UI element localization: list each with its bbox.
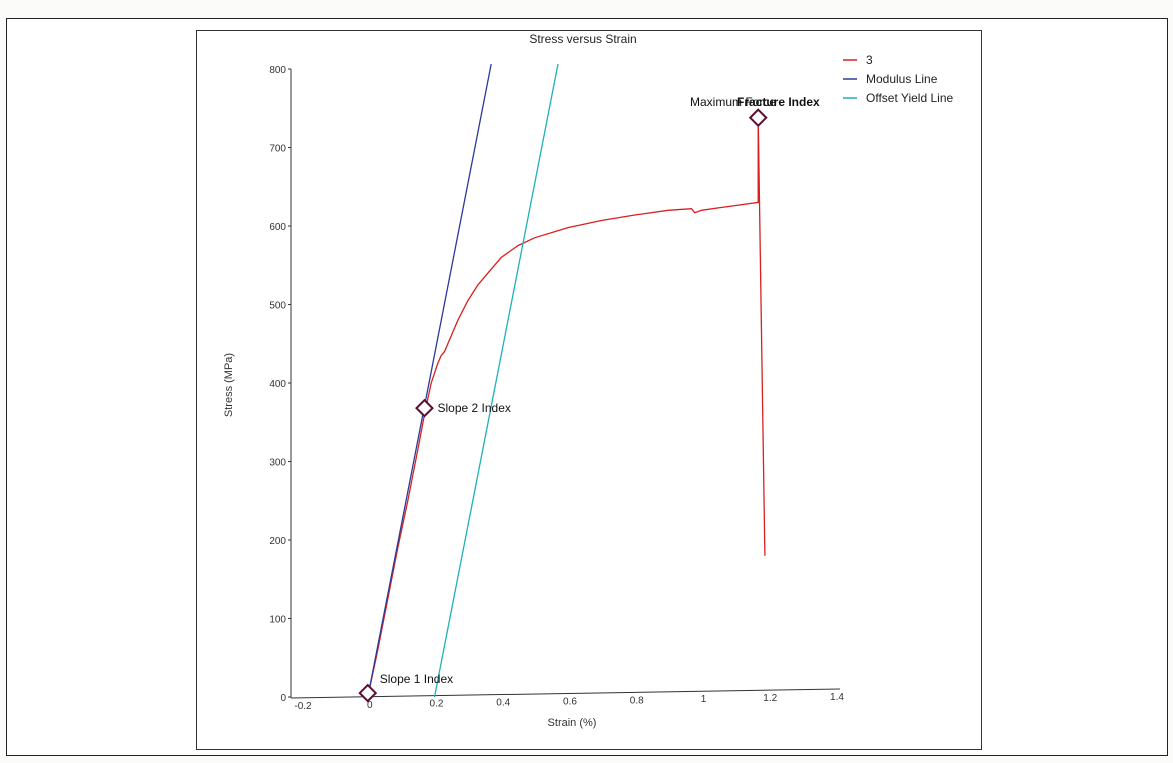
max-force-marker [748,108,768,128]
legend: 3 Modulus Line Offset Yield Line [843,53,953,105]
y-tick-label: 100 [269,615,286,626]
x-tick-label: 0.4 [496,698,510,709]
slope-2-marker [415,398,434,418]
marker-layer: Slope 1 Index Slope 2 Index Maximum ForceF… [358,95,820,703]
fracture-index-label: Fracture Index [737,95,820,109]
y-tick-label: 400 [269,379,286,390]
series-line-offset-yield-line [433,63,559,698]
y-tick-label: 200 [269,536,286,547]
chart-title: Stress versus Strain [529,32,636,46]
x-tick-label: 0.2 [430,699,444,710]
x-axis-line [290,688,841,699]
y-tick-label: 600 [269,222,286,233]
series-layer [367,63,766,698]
x-tick-label: 0 [367,700,373,711]
y-ticks: 0 100 200 300 400 500 600 700 800 [269,65,291,704]
x-ticks: -0.2 0 0.2 0.4 0.6 0.8 1 1.2 1.4 [294,692,844,712]
slope-1-label: Slope 1 Index [380,672,453,686]
legend-label: Offset Yield Line [866,91,953,105]
y-tick-label: 800 [269,65,286,76]
x-tick-label: 0.8 [630,695,644,706]
y-tick-label: 500 [269,301,286,312]
legend-label: Modulus Line [866,72,938,86]
x-axis-label: Strain (%) [548,717,597,729]
y-tick-label: 700 [269,144,286,155]
x-tick-label: 0.6 [563,696,577,707]
slope-1-marker [358,683,378,703]
plot-frame [196,30,982,750]
x-tick-label: 1.4 [830,692,844,703]
x-tick-label: -0.2 [294,701,312,712]
y-axis-label: Stress (MPa) [223,353,235,417]
y-tick-label: 300 [269,458,286,469]
series-line-3 [367,116,766,698]
slope-2-label: Slope 2 Index [437,401,510,415]
x-tick-label: 1.2 [763,693,777,704]
legend-label: 3 [866,53,873,67]
y-tick-label: 0 [280,693,286,704]
max-force-label: Maximum Force [690,95,776,109]
x-tick-label: 1 [701,694,707,705]
series-line-modulus-line [367,63,492,698]
